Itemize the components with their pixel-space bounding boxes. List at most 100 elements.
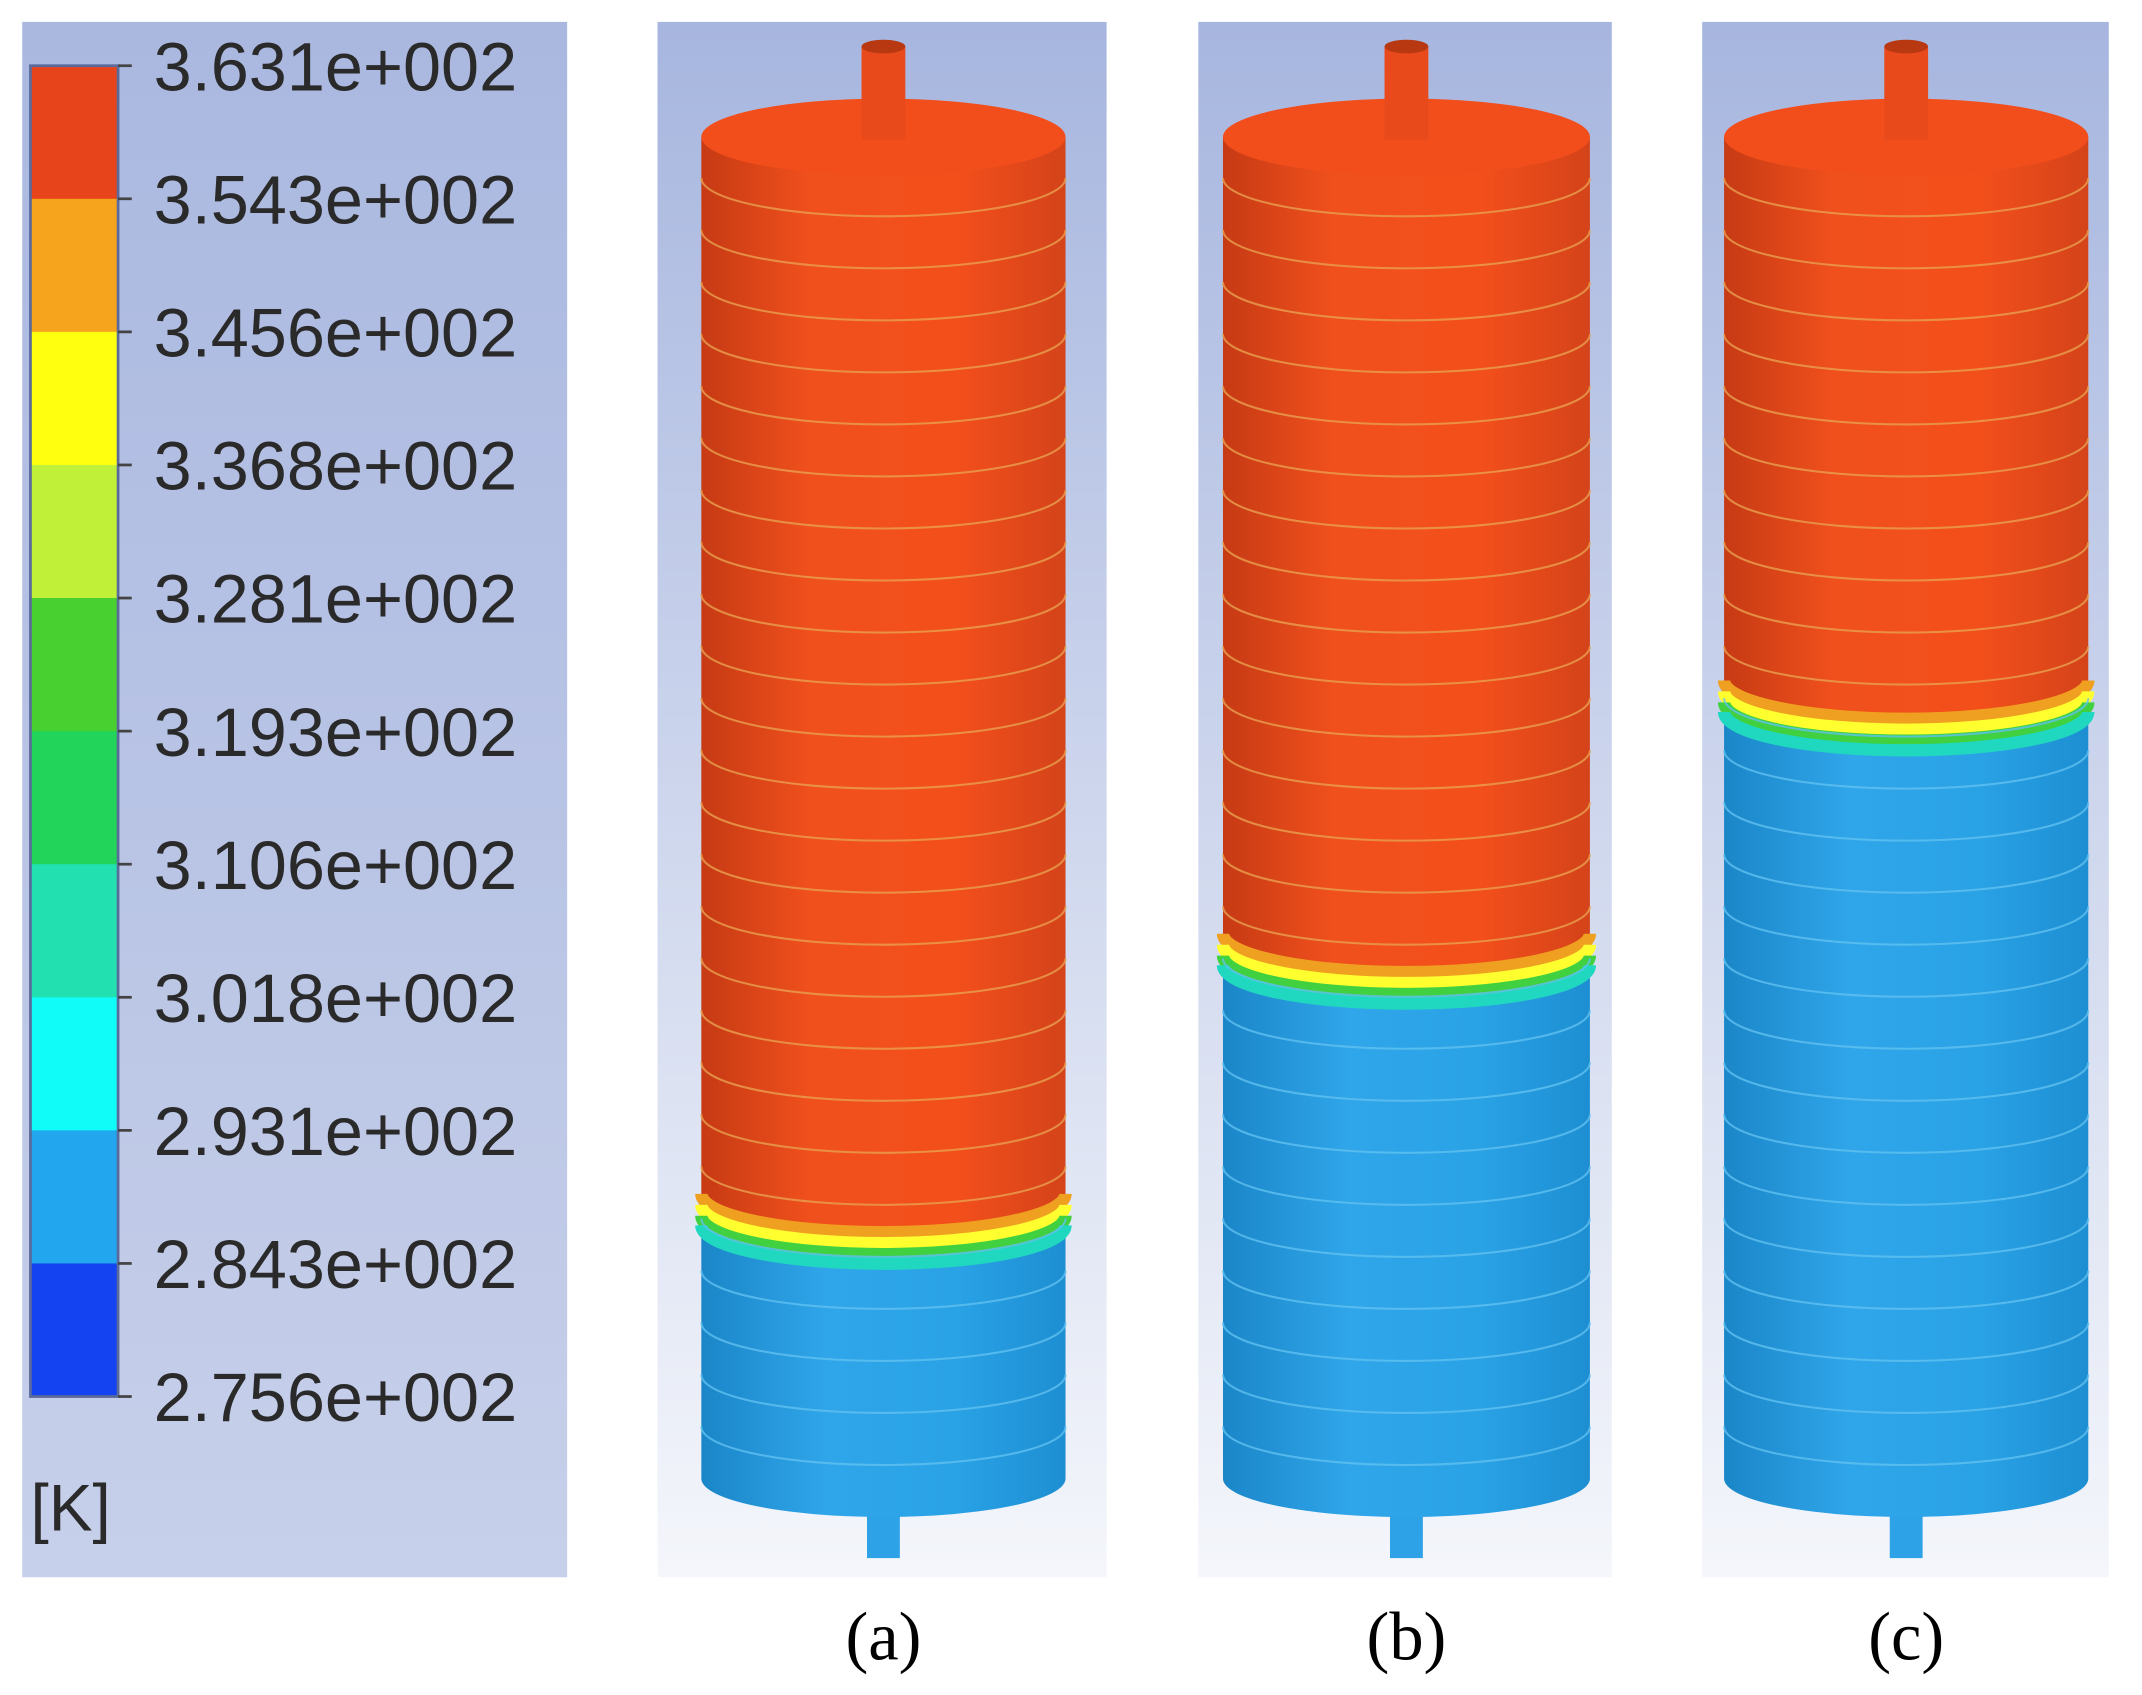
stripe xyxy=(1723,490,2090,530)
stripe xyxy=(1723,1218,2090,1258)
tick-label: 3.106e+002 xyxy=(154,827,517,904)
stripe xyxy=(700,282,1067,322)
stripe xyxy=(1723,854,2090,894)
stripe xyxy=(1723,1374,2090,1414)
stripe xyxy=(700,594,1067,634)
stripe xyxy=(1221,438,1591,478)
inlet-pipe xyxy=(1384,46,1429,140)
stripe xyxy=(1221,386,1591,426)
stripe xyxy=(1221,1270,1591,1310)
stripe xyxy=(1221,1010,1591,1050)
stripe xyxy=(700,386,1067,426)
stripe xyxy=(700,802,1067,842)
stripe xyxy=(1221,1426,1591,1467)
tick-label: 3.456e+002 xyxy=(154,295,517,372)
stripe xyxy=(1723,229,2090,270)
stripe xyxy=(700,438,1067,478)
stripe xyxy=(700,1114,1067,1154)
stripe xyxy=(1723,906,2090,946)
color-band xyxy=(30,997,119,1132)
color-band xyxy=(30,464,119,599)
stripe xyxy=(1221,1114,1591,1154)
stripe xyxy=(1723,542,2090,582)
thermocline xyxy=(1216,964,1597,1010)
stripe xyxy=(1221,334,1591,374)
hot-region xyxy=(701,136,1066,1244)
panel-label: (c) xyxy=(1868,1598,1944,1674)
stripe xyxy=(700,906,1067,946)
stripe xyxy=(1221,229,1591,270)
stripe xyxy=(1221,282,1591,322)
stripe xyxy=(700,1426,1067,1466)
stripe xyxy=(1723,1322,2090,1362)
stripe xyxy=(700,542,1067,582)
thermocline xyxy=(695,1204,1072,1250)
stripe xyxy=(700,1270,1067,1310)
tick-label: 2.843e+002 xyxy=(154,1226,517,1303)
thermocline xyxy=(695,1214,1072,1261)
stripe xyxy=(1221,906,1591,946)
stripe xyxy=(1221,698,1591,738)
color-band xyxy=(30,198,119,333)
stripe xyxy=(1723,1010,2090,1050)
thermocline xyxy=(1717,679,2095,725)
panel-label: (b) xyxy=(1367,1598,1447,1674)
color-band xyxy=(30,1130,119,1265)
stripe xyxy=(700,177,1067,218)
stripe xyxy=(1221,594,1591,634)
stripe xyxy=(1723,334,2090,374)
stripe xyxy=(1723,1114,2090,1154)
tick-label: 2.931e+002 xyxy=(154,1093,517,1170)
thermocline xyxy=(695,1224,1072,1270)
stripe xyxy=(1723,177,2090,218)
stripe xyxy=(700,1322,1067,1362)
stripe xyxy=(1723,750,2090,790)
stripe xyxy=(1723,1062,2090,1102)
stripe xyxy=(1723,646,2090,686)
stripe xyxy=(1723,698,2090,738)
stripe xyxy=(700,490,1067,530)
stripe xyxy=(700,750,1067,790)
thermocline xyxy=(1717,701,2095,747)
tick-label: 3.018e+002 xyxy=(154,960,517,1037)
stripe xyxy=(700,854,1067,894)
inlet-pipe-top xyxy=(1384,39,1429,54)
stripe xyxy=(1221,1374,1591,1414)
stripe xyxy=(1221,542,1591,582)
stripe xyxy=(700,1166,1067,1206)
stripe xyxy=(1723,594,2090,634)
stripe xyxy=(700,1374,1067,1414)
legend-unit: [K] xyxy=(30,1472,110,1545)
stripe xyxy=(1221,1218,1591,1258)
stripe xyxy=(700,1010,1067,1050)
color-band xyxy=(30,331,119,466)
thermocline xyxy=(1216,932,1597,979)
stripe xyxy=(1221,1322,1591,1362)
tick-label: 3.631e+002 xyxy=(154,28,517,105)
stripe xyxy=(1221,958,1591,998)
thermocline xyxy=(1717,711,2095,757)
inlet-pipe xyxy=(1884,46,1929,140)
thermocline xyxy=(695,1193,1072,1239)
stripe xyxy=(700,1062,1067,1102)
stripe xyxy=(1221,750,1591,790)
stripe xyxy=(700,958,1067,998)
inlet-pipe xyxy=(861,46,906,140)
stripe xyxy=(1723,1426,2090,1466)
stripe xyxy=(700,698,1067,738)
stripe xyxy=(700,334,1067,374)
color-band xyxy=(30,65,119,200)
hot-region xyxy=(1724,136,2089,730)
inlet-pipe-top xyxy=(861,39,906,54)
stripe xyxy=(1723,386,2090,426)
color-band xyxy=(30,1263,119,1398)
stripe xyxy=(1723,282,2090,322)
stripe xyxy=(1221,854,1591,894)
stripe xyxy=(700,646,1067,686)
color-band xyxy=(30,598,119,732)
tick-label: 3.368e+002 xyxy=(154,428,517,505)
stripe xyxy=(1221,646,1591,686)
stripe xyxy=(1221,1166,1591,1206)
